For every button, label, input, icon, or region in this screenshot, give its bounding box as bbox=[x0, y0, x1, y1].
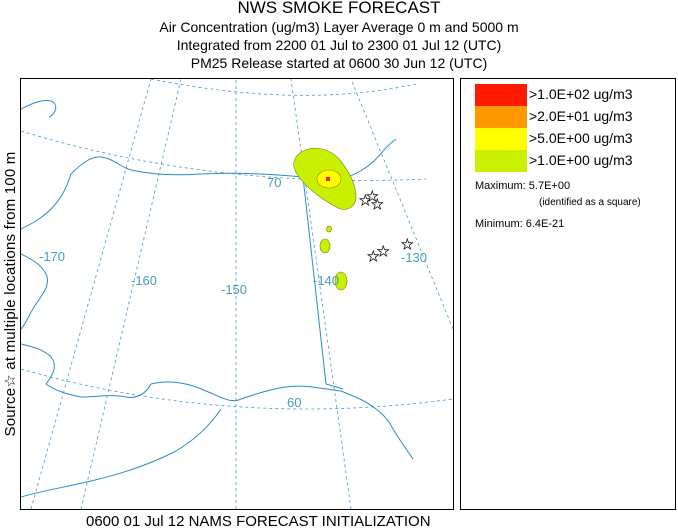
legend-row: >2.0E+01 ug/m3 bbox=[475, 106, 675, 128]
star-icon: ★ bbox=[371, 197, 384, 213]
legend-swatch-orange bbox=[475, 106, 527, 128]
north-coast bbox=[20, 156, 304, 230]
lon-label-170: -170 bbox=[39, 249, 65, 264]
legend-label: >5.0E+00 ug/m3 bbox=[529, 130, 633, 146]
plume-small-1 bbox=[319, 238, 331, 254]
max-marker bbox=[326, 177, 330, 181]
legend-row: >1.0E+00 ug/m3 bbox=[475, 150, 675, 172]
star-icon: ★ bbox=[377, 244, 390, 260]
subtitle-concentration: Air Concentration (ug/m3) Layer Average … bbox=[159, 19, 519, 35]
lon-label-150: -150 bbox=[221, 282, 247, 297]
latitude-line-70 bbox=[20, 130, 427, 181]
forecast-map[interactable]: ★ ★ ★ ★ ★ ★ -170 -160 -150 -140 -130 70 … bbox=[20, 78, 454, 510]
lon-label-160: -160 bbox=[131, 273, 157, 288]
maximum-value: Maximum: 5.7E+00 bbox=[475, 180, 571, 192]
star-icon: ★ bbox=[359, 193, 372, 209]
map-canvas: ★ ★ ★ ★ ★ ★ -170 -160 -150 -140 -130 70 … bbox=[20, 78, 454, 510]
star-icon: ★ bbox=[366, 189, 379, 205]
legend-row: >5.0E+00 ug/m3 bbox=[475, 128, 675, 150]
coastline bbox=[20, 100, 414, 498]
subtitle-integration: Integrated from 2200 01 Jul to 2300 01 J… bbox=[176, 37, 502, 53]
subtitle-release: PM25 Release started at 0600 30 Jun 12 (… bbox=[190, 55, 488, 71]
page-title: NWS SMOKE FORECAST bbox=[237, 0, 441, 17]
source-side-label: Source☆ at multiple locations from 100 m bbox=[2, 151, 19, 437]
lon-label-140: -140 bbox=[313, 273, 339, 288]
minimum-value: Minimum: 6.4E-21 bbox=[475, 218, 565, 230]
beaufort-coast bbox=[342, 138, 397, 180]
lat-label-60: 60 bbox=[287, 395, 301, 410]
source-markers: ★ ★ ★ ★ ★ ★ bbox=[359, 189, 414, 266]
southeast-panhandle bbox=[340, 390, 414, 460]
legend-panel: >1.0E+02 ug/m3 >2.0E+01 ug/m3 >5.0E+00 u… bbox=[460, 78, 676, 510]
legend-swatch-red bbox=[475, 84, 527, 106]
west-coast-lower bbox=[20, 343, 152, 398]
chukotka-coast bbox=[20, 100, 57, 118]
longitude-line-160 bbox=[80, 78, 182, 510]
latitude-line-60 bbox=[20, 368, 454, 410]
star-icon: ★ bbox=[401, 237, 414, 253]
longitude-line-140 bbox=[290, 78, 352, 510]
graticule bbox=[20, 78, 454, 510]
legend-row: >1.0E+02 ug/m3 bbox=[475, 84, 675, 106]
gulf-coast bbox=[150, 381, 342, 402]
smoke-plumes bbox=[293, 147, 357, 291]
legend-label: >2.0E+01 ug/m3 bbox=[529, 108, 633, 124]
west-coast-upper bbox=[20, 253, 49, 330]
legend-label: >1.0E+00 ug/m3 bbox=[529, 152, 633, 168]
plume-small-2 bbox=[326, 225, 332, 233]
alaska-peninsula bbox=[20, 408, 222, 498]
forecast-footer: 0600 01 Jul 12 NAMS FORECAST INITIALIZAT… bbox=[86, 513, 431, 530]
legend-swatch-green bbox=[475, 150, 527, 172]
lat-label-70: 70 bbox=[267, 175, 281, 190]
longitude-line-170 bbox=[30, 78, 152, 510]
border-line bbox=[302, 176, 344, 390]
legend-label: >1.0E+02 ug/m3 bbox=[529, 86, 633, 102]
lon-label-130: -130 bbox=[401, 250, 427, 265]
latitude-line-north bbox=[150, 78, 417, 96]
side-label-container: Source☆ at multiple locations from 100 m bbox=[0, 78, 20, 510]
star-icon: ★ bbox=[367, 249, 380, 265]
legend-swatch-yellow bbox=[475, 128, 527, 150]
plume-small-3 bbox=[334, 271, 348, 291]
maximum-note: (identified as a square) bbox=[539, 197, 641, 208]
